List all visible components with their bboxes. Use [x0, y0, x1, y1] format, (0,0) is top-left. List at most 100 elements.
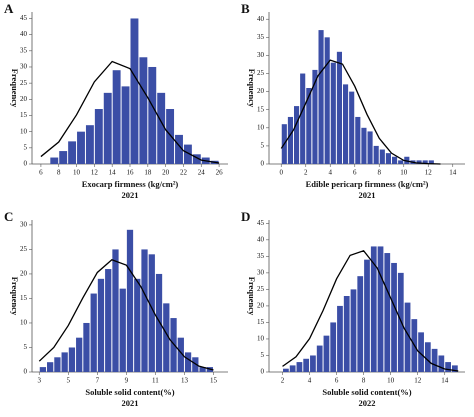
- y-tick-label: 20: [20, 95, 28, 103]
- bar: [121, 86, 130, 164]
- x-tick-label: 18: [144, 169, 152, 177]
- bar: [289, 365, 296, 372]
- y-tick-label: 25: [257, 285, 265, 293]
- x-axis-label: Edible pericarp firmness (kg/cm²): [306, 179, 429, 189]
- y-tick-label: 5: [24, 143, 28, 151]
- x-tick-label: 6: [353, 169, 357, 177]
- bar: [385, 153, 391, 164]
- bar: [312, 69, 318, 164]
- bar: [283, 368, 289, 372]
- bar: [367, 131, 373, 164]
- bar: [418, 332, 424, 372]
- x-tick-label: 2: [304, 169, 308, 177]
- bar: [83, 322, 90, 372]
- panel-letter: D: [241, 209, 250, 224]
- bar: [373, 145, 379, 164]
- year-label: 2022: [359, 398, 376, 408]
- y-tick-label: 20: [20, 270, 28, 278]
- y-tick-label: 40: [257, 15, 265, 23]
- bar: [39, 367, 47, 372]
- x-tick-label: 0: [280, 169, 284, 177]
- bar: [68, 141, 77, 164]
- year-label: 2021: [359, 190, 376, 200]
- panel-letter: B: [241, 1, 250, 16]
- bar: [170, 318, 177, 372]
- bar: [177, 337, 184, 372]
- bar: [192, 154, 201, 164]
- bar: [431, 348, 438, 372]
- y-tick-label: 10: [257, 335, 265, 343]
- year-label: 2021: [122, 398, 139, 408]
- x-tick-label: 2: [281, 377, 285, 385]
- bar: [112, 249, 119, 372]
- bar: [303, 358, 310, 372]
- bar: [90, 293, 97, 372]
- bar: [175, 134, 183, 164]
- bar: [422, 160, 428, 164]
- bar: [294, 106, 300, 164]
- y-axis-label: Frequency: [247, 69, 257, 108]
- y-tick-label: 35: [20, 46, 28, 54]
- bar: [59, 151, 68, 164]
- bar: [148, 254, 155, 372]
- y-tick-label: 30: [20, 221, 28, 229]
- x-tick-label: 12: [91, 169, 99, 177]
- x-tick-label: 24: [198, 169, 206, 177]
- x-tick-label: 14: [449, 169, 457, 177]
- bar: [343, 296, 350, 372]
- bar: [451, 365, 458, 372]
- bar: [130, 18, 139, 165]
- x-tick-label: 10: [400, 169, 408, 177]
- bar: [50, 157, 59, 164]
- x-tick-label: 4: [308, 377, 312, 385]
- bar: [199, 367, 206, 372]
- x-axis-label: Exocarp firmness (kg/cm²): [82, 179, 179, 189]
- x-tick-label: 5: [67, 377, 71, 385]
- bar: [163, 303, 170, 372]
- x-tick-label: 14: [109, 169, 117, 177]
- bar: [343, 84, 349, 164]
- x-axis-label: Soluble solid content(%): [85, 387, 174, 397]
- bar: [384, 253, 391, 372]
- panel-letter: A: [4, 1, 14, 16]
- bar: [97, 278, 105, 372]
- bar: [310, 355, 316, 372]
- y-tick-label: 15: [20, 294, 28, 302]
- x-tick-label: 3: [38, 377, 42, 385]
- bar: [77, 131, 85, 164]
- bar: [357, 276, 364, 372]
- bar: [192, 357, 199, 372]
- year-label: 2021: [122, 190, 139, 200]
- panel-letter: C: [4, 209, 13, 224]
- y-tick-label: 5: [261, 142, 265, 150]
- bar: [337, 305, 343, 372]
- y-tick-label: 25: [20, 79, 28, 87]
- bar: [306, 88, 312, 164]
- x-tick-label: 11: [152, 377, 159, 385]
- x-tick-label: 26: [216, 169, 224, 177]
- bar: [103, 92, 112, 164]
- bar: [183, 144, 192, 164]
- bar: [428, 160, 434, 164]
- x-tick-label: 10: [73, 169, 81, 177]
- bar: [155, 273, 163, 372]
- y-tick-label: 35: [257, 33, 265, 41]
- x-tick-label: 16: [127, 169, 135, 177]
- bar: [330, 322, 337, 372]
- bar: [438, 355, 445, 372]
- bar: [141, 249, 148, 372]
- y-tick-label: 45: [20, 14, 28, 22]
- bar: [134, 278, 141, 372]
- bar: [47, 362, 54, 372]
- bar: [126, 229, 134, 372]
- y-axis-label: Frequency: [247, 277, 257, 316]
- x-tick-label: 6: [335, 377, 339, 385]
- bar: [148, 66, 157, 164]
- x-tick-label: 12: [425, 169, 433, 177]
- panel: 0 5 10 15 20 25 30 35 40 45 2 4 6 8 10 12 14 D Frequency So…: [241, 209, 465, 408]
- y-tick-label: 15: [20, 111, 28, 119]
- x-tick-label: 14: [441, 377, 449, 385]
- x-tick-label: 8: [378, 169, 382, 177]
